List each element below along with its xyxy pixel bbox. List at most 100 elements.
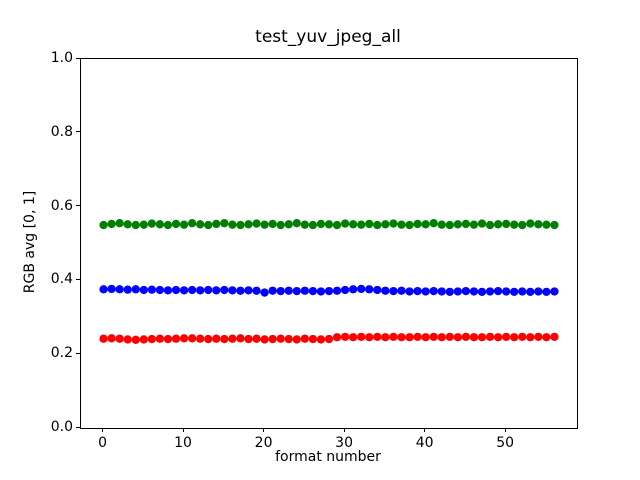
data-point-red: [252, 334, 261, 343]
data-point-green: [340, 219, 350, 228]
data-point-blue: [260, 288, 269, 297]
data-point-blue: [477, 287, 487, 296]
data-point-blue: [397, 286, 406, 295]
data-point-green: [534, 220, 543, 229]
data-point-red: [163, 334, 173, 344]
data-point-red: [542, 333, 551, 342]
data-point-blue: [469, 287, 479, 296]
y-axis-label: RGB avg [0, 1]: [22, 190, 38, 294]
data-point-green: [332, 220, 342, 230]
data-point-blue: [308, 286, 318, 296]
data-point-green: [220, 219, 229, 228]
data-point-green: [405, 220, 414, 230]
data-point-red: [413, 332, 422, 342]
data-point-blue: [147, 285, 157, 294]
data-point-green: [107, 219, 116, 229]
data-point-red: [405, 333, 414, 342]
data-point-blue: [163, 286, 173, 295]
data-point-blue: [196, 286, 205, 295]
data-point-blue: [324, 286, 334, 296]
data-point-red: [510, 333, 519, 342]
data-point-red: [292, 335, 301, 344]
data-point-red: [316, 335, 326, 344]
data-point-blue: [131, 285, 140, 294]
data-point-red: [453, 333, 462, 342]
y-tick-label: 0.4: [50, 271, 73, 288]
data-point-green: [163, 220, 173, 230]
x-tick-mark: [263, 428, 265, 432]
data-point-red: [308, 334, 318, 344]
y-tick-mark: [76, 131, 80, 133]
x-tick-label: 10: [174, 435, 192, 451]
data-point-blue: [405, 287, 414, 296]
x-tick-label: 30: [335, 435, 354, 451]
data-point-red: [389, 332, 398, 342]
data-point-blue: [421, 287, 430, 296]
data-point-green: [429, 219, 438, 228]
data-point-red: [179, 334, 189, 343]
data-point-blue: [212, 286, 221, 295]
data-point-red: [469, 333, 479, 342]
data-point-blue: [332, 286, 342, 295]
data-point-blue: [139, 285, 148, 295]
data-point-green: [349, 220, 358, 229]
data-point-green: [147, 219, 157, 228]
data-point-blue: [155, 285, 165, 295]
data-point-red: [550, 332, 559, 342]
data-point-green: [493, 220, 503, 229]
data-point-red: [107, 334, 116, 343]
data-point-red: [99, 334, 108, 343]
data-point-green: [357, 220, 366, 229]
data-point-green: [324, 220, 334, 229]
data-point-blue: [485, 287, 495, 296]
data-point-green: [542, 220, 551, 229]
data-point-blue: [252, 286, 261, 295]
data-point-red: [155, 334, 165, 343]
data-point-blue: [381, 286, 390, 295]
x-tick-label: 50: [496, 435, 515, 451]
data-point-red: [147, 334, 157, 344]
y-tick-label: 0.0: [50, 419, 73, 435]
data-point-red: [421, 333, 430, 342]
data-point-red: [131, 335, 140, 344]
data-point-green: [171, 219, 181, 229]
data-point-red: [204, 334, 213, 344]
data-point-green: [445, 220, 454, 230]
data-point-blue: [453, 287, 462, 296]
data-point-green: [252, 219, 261, 228]
data-point-red: [429, 332, 438, 342]
data-point-red: [485, 332, 495, 342]
data-point-green: [485, 220, 495, 230]
data-point-green: [204, 220, 213, 230]
data-point-green: [381, 220, 390, 229]
data-point-blue: [123, 285, 132, 294]
data-point-red: [276, 334, 285, 343]
data-point-red: [501, 332, 511, 342]
data-point-blue: [300, 286, 309, 295]
data-point-red: [332, 333, 342, 342]
data-point-blue: [534, 287, 543, 296]
data-point-red: [461, 332, 471, 342]
data-point-red: [324, 334, 334, 344]
data-point-blue: [284, 286, 293, 295]
data-point-green: [437, 220, 446, 229]
data-point-blue: [276, 286, 285, 296]
data-point-blue: [413, 286, 422, 296]
data-point-red: [340, 332, 350, 342]
data-point-green: [526, 219, 535, 228]
data-point-red: [115, 334, 124, 343]
data-point-green: [501, 219, 511, 229]
x-axis-label: format number: [275, 449, 381, 465]
x-tick-mark: [504, 428, 506, 432]
data-point-blue: [244, 286, 253, 295]
data-point-red: [260, 335, 269, 344]
data-point-blue: [340, 285, 350, 295]
x-tick-mark: [343, 428, 345, 432]
data-point-red: [212, 334, 221, 343]
data-point-green: [397, 220, 406, 229]
x-tick-label: 0: [98, 435, 107, 451]
data-point-blue: [292, 286, 301, 296]
data-point-blue: [526, 287, 535, 296]
data-point-green: [373, 220, 382, 230]
plot-area: [80, 58, 578, 429]
